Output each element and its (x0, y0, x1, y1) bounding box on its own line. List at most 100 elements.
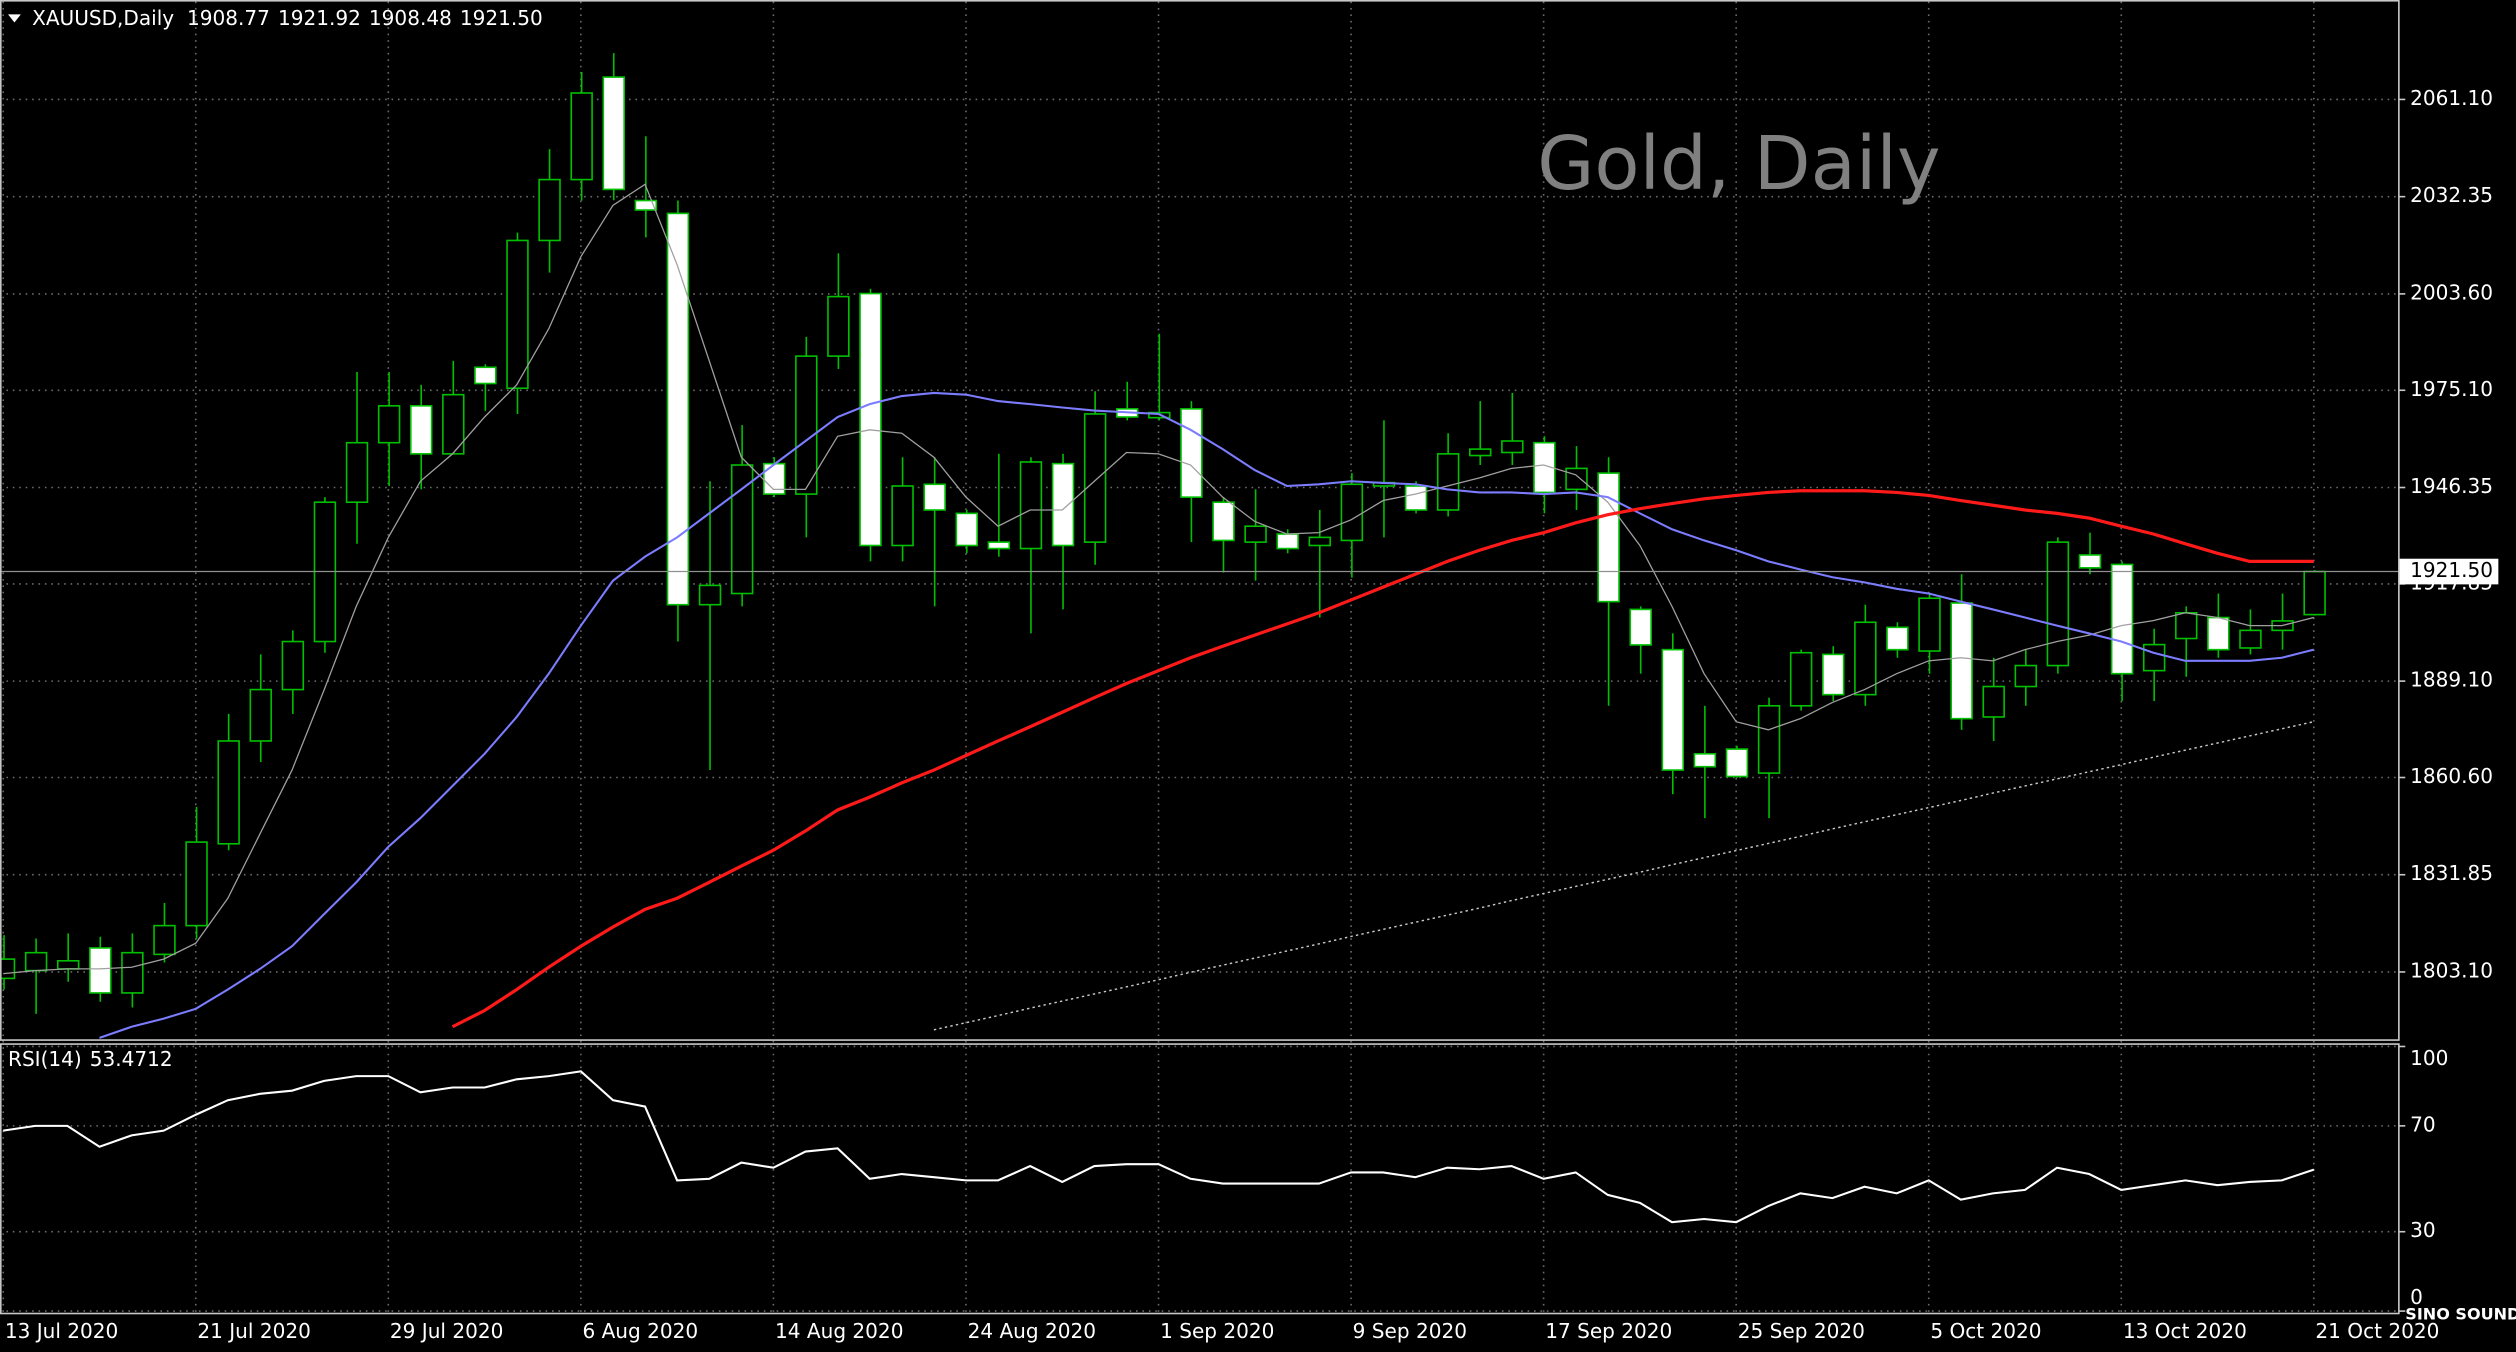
y-tick-label: 30 (2410, 1218, 2436, 1242)
candle-body (2142, 643, 2166, 672)
candle-body (538, 178, 561, 242)
candle-body (1533, 441, 1556, 494)
candle-body (377, 405, 401, 444)
candle-body (89, 947, 112, 994)
candle-body (56, 959, 80, 970)
x-tick-label: 5 Oct 2020 (1930, 1319, 2041, 1343)
candle-body (1051, 462, 1075, 547)
candle-body (570, 92, 593, 181)
x-tick-label: 1 Sep 2020 (1160, 1319, 1274, 1343)
y-tick-label: 100 (2410, 1046, 2448, 1070)
candle-body (859, 292, 882, 547)
header-low: 1908.48 (369, 6, 452, 30)
candles (0, 53, 2326, 1014)
x-tick-label: 13 Jul 2020 (5, 1319, 118, 1343)
candle-body (1019, 461, 1043, 550)
moving-average-line (99, 391, 2315, 1039)
candle-body (24, 951, 48, 972)
candle-body (1950, 602, 1973, 720)
candle-body (345, 441, 369, 504)
candle-body (923, 483, 946, 511)
candle-body (795, 355, 818, 495)
y-tick-label: 1803.10 (2410, 958, 2493, 982)
rsi-lines (3, 1070, 2315, 1224)
candle-body (1436, 453, 1460, 511)
candle-body (1629, 608, 1652, 646)
rsi-line (3, 1070, 2315, 1224)
candle-body (1276, 533, 1299, 550)
rsi-header: RSI(14) 53.4712 (8, 1047, 173, 1071)
candle-body (1918, 597, 1941, 652)
x-tick-label: 24 Aug 2020 (968, 1319, 1096, 1343)
y-tick-label: 0 (2410, 1285, 2423, 1309)
candle-body (2175, 611, 2198, 640)
header-arrow (8, 14, 21, 23)
y-tick-label: 2061.10 (2410, 86, 2493, 110)
candle-body (1982, 685, 2005, 718)
candle-body (1789, 651, 1813, 707)
x-tick-label: 14 Aug 2020 (775, 1319, 903, 1343)
candle-body (1404, 485, 1428, 511)
y-tick-label: 1889.10 (2410, 668, 2493, 692)
header-close: 1921.50 (460, 6, 543, 30)
candle-body (153, 924, 176, 956)
candle-body (2110, 563, 2134, 675)
candle-body (955, 512, 978, 547)
candle-body (698, 584, 722, 606)
candle-body (602, 76, 625, 191)
candle-body (2239, 629, 2262, 649)
chart-title: Gold, Daily (1537, 122, 1940, 207)
candle-body (1693, 753, 1717, 768)
candle-body (506, 239, 529, 390)
candle-body (1340, 483, 1364, 542)
rsi-value: 53.4712 (90, 1047, 173, 1071)
x-tick-label: 29 Jul 2020 (390, 1319, 503, 1343)
marks-layer: 2061.102032.352003.601975.101946.351917.… (0, 53, 2499, 1343)
candle-body (249, 688, 272, 742)
candle-body (281, 640, 305, 691)
candle-body (1565, 467, 1588, 491)
y-tick-label: 1831.85 (2410, 861, 2493, 885)
candle-body (1822, 653, 1845, 696)
candle-body (1212, 501, 1235, 542)
rsi-frame (0, 1043, 2400, 1315)
moving-averages (3, 183, 2315, 1039)
y-tick-label: 1946.35 (2410, 474, 2493, 498)
x-tick-label: 21 Oct 2020 (2315, 1319, 2439, 1343)
candle-body (1886, 626, 1909, 651)
grid-layer (0, 1, 2399, 1312)
x-tick-label: 21 Jul 2020 (197, 1319, 310, 1343)
candle-body (2207, 616, 2230, 651)
x-tick-label: 6 Aug 2020 (582, 1319, 698, 1343)
candle-body (1854, 621, 1877, 696)
candle-body (1180, 408, 1203, 498)
candle-body (1083, 413, 1107, 543)
candle-body (2014, 664, 2038, 688)
header: XAUUSD,Daily 1908.77 1921.92 1908.48 1921.50 (32, 6, 543, 30)
candle-body (1725, 748, 1749, 778)
header-high: 1921.92 (278, 6, 361, 30)
candle-body (1661, 648, 1685, 771)
candle-body (2078, 554, 2102, 569)
candle-body (987, 541, 1011, 550)
y-tick-label: 2003.60 (2410, 280, 2493, 304)
candle-body (1757, 705, 1781, 774)
main-frame (0, 0, 2400, 1041)
y-tick-label: 1975.10 (2410, 377, 2493, 401)
y-tick-label: 70 (2410, 1112, 2436, 1136)
candle-body (1308, 536, 1332, 547)
x-tick-label: 9 Sep 2020 (1353, 1319, 1467, 1343)
candle-body (0, 958, 16, 980)
candle-body (634, 199, 658, 211)
candle-body (1597, 472, 1620, 603)
candle-body (2303, 570, 2326, 616)
symbol: XAUUSD,Daily (32, 6, 174, 30)
candle-body (1501, 440, 1524, 454)
candle-body (730, 464, 754, 595)
candle-body (474, 366, 497, 385)
last-price-label: 1921.50 (2410, 558, 2493, 582)
candle-body (666, 212, 690, 606)
candle-body (121, 951, 144, 994)
